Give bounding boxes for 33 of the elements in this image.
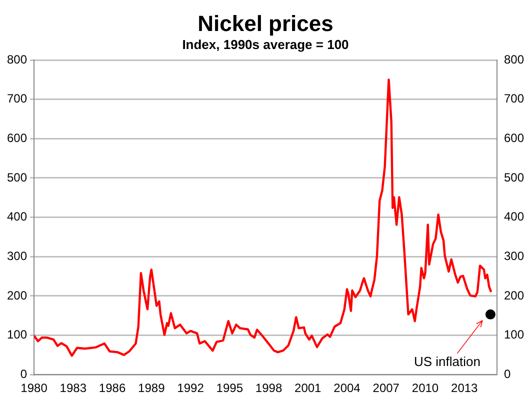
y2-tick-label: 400 — [504, 210, 524, 224]
y2-tick-label: 700 — [504, 92, 524, 106]
y-tick-label: 100 — [6, 328, 28, 342]
x-tick-label: 1986 — [98, 381, 126, 396]
x-tick-label: 2013 — [451, 381, 478, 396]
y-tick-label: 0 — [20, 366, 28, 381]
x-tick-label: 1989 — [138, 381, 166, 396]
y-tick-label: 500 — [6, 170, 28, 184]
y-tick-label: 300 — [6, 248, 28, 263]
y2-tick-label: 500 — [504, 170, 524, 184]
x-tick-label: 2004 — [334, 381, 361, 396]
y2-tick-label: 600 — [504, 130, 524, 145]
x-tick-label: 1983 — [60, 381, 87, 396]
chart-subtitle: Index, 1990s average = 100 — [181, 37, 350, 52]
x-tick-label: 1980 — [20, 381, 48, 396]
y2-tick-label: 300 — [504, 248, 524, 263]
x-tick-label: 1992 — [177, 381, 204, 396]
y2-tick-label: 200 — [504, 288, 524, 302]
x-tick-label: 1998 — [255, 381, 282, 396]
y2-tick-label: 100 — [504, 328, 524, 342]
y-tick-label: 200 — [6, 288, 28, 302]
y-tick-label: 600 — [6, 130, 28, 145]
x-tick-label: 2010 — [412, 381, 439, 396]
x-tick-label: 2001 — [294, 381, 322, 396]
y-tick-label: 800 — [6, 52, 28, 66]
x-tick-label: 2007 — [372, 381, 400, 396]
y-tick-label: 700 — [6, 92, 28, 106]
y2-tick-label: 0 — [504, 366, 511, 381]
y2-tick-label: 800 — [504, 52, 524, 66]
x-tick-label: 1995 — [216, 381, 244, 396]
y-tick-label: 400 — [6, 210, 28, 224]
text: US inflation — [414, 354, 480, 370]
chart-title: Nickel prices — [196, 11, 334, 36]
